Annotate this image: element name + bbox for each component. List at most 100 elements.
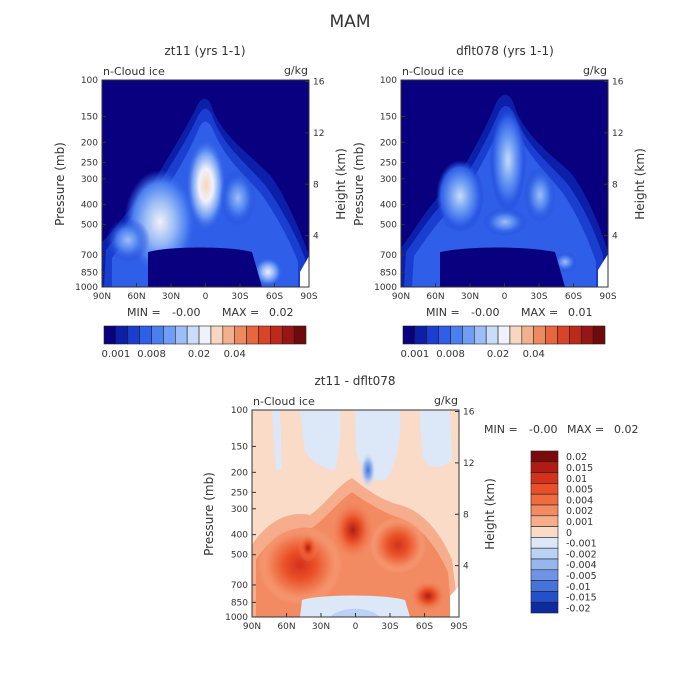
panel-difference: zt11 - dflt078 n-Cloud ice g/kg 100 150 20… — [202, 374, 639, 632]
colorbar: 0.001 0.008 0.02 0.04 — [102, 325, 307, 360]
colorbar-swatch — [222, 325, 236, 345]
y-tick-label: 150 — [380, 112, 397, 122]
y-tick-label: 500 — [231, 551, 248, 561]
colorbar-swatch — [530, 461, 559, 473]
y-tick-label: 250 — [380, 158, 397, 168]
colorbar-label: 0.004 — [566, 495, 593, 506]
min-label: MIN = — [484, 423, 518, 436]
units-label: g/kg — [583, 64, 607, 77]
x-tick-label: 90N — [93, 292, 111, 302]
contour-field — [401, 80, 608, 287]
x-tick-label: 30N — [312, 622, 330, 632]
colorbar-swatch — [530, 493, 559, 506]
contour-field — [102, 80, 309, 287]
colorbar-label: 0.001 — [401, 349, 430, 360]
colorbar-swatch — [462, 325, 475, 345]
x-tick-label: 90N — [392, 292, 410, 302]
colorbar-swatch — [115, 325, 129, 345]
y-tick-label: 300 — [81, 175, 98, 185]
y-tick-label: 500 — [81, 221, 98, 231]
colorbar-swatch — [530, 547, 559, 560]
colorbar-label: 0.008 — [436, 349, 465, 360]
panel-dflt078: dflt078 (yrs 1-1) n-Cloud ice g/kg 100 15… — [352, 44, 647, 360]
colorbar-swatch — [530, 504, 559, 517]
colorbar: 0.001 0.008 0.02 0.04 — [401, 325, 606, 360]
contour-field — [252, 410, 459, 617]
y-right-tick-label: 8 — [612, 180, 618, 190]
colorbar-label: 0.008 — [137, 349, 166, 360]
y-tick-label: 700 — [81, 251, 98, 261]
y-tick-label: 850 — [231, 598, 248, 608]
colorbar-swatch — [258, 325, 271, 345]
colorbar-swatch — [103, 325, 117, 345]
colorbar-label: 0.002 — [566, 506, 593, 517]
x-tick-label: 0 — [203, 292, 209, 302]
y-right-tick-label: 4 — [612, 232, 618, 242]
colorbar-swatch — [530, 483, 559, 495]
field-name-label: n-Cloud ice — [103, 65, 165, 78]
y-tick-label: 400 — [380, 201, 397, 211]
colorbar-swatch — [530, 472, 559, 484]
panel-title: zt11 (yrs 1-1) — [164, 44, 245, 58]
max-label: MAX = — [222, 306, 259, 319]
figure-title: MAM — [330, 12, 371, 32]
colorbar-swatch — [557, 325, 570, 345]
colorbar-swatch — [530, 580, 559, 592]
colorbar-label: 0.02 — [487, 349, 509, 360]
y-right-tick-label: 8 — [313, 180, 319, 190]
max-value: 0.02 — [614, 423, 639, 436]
min-label: MIN = — [127, 306, 161, 319]
y-right-tick-label: 8 — [463, 510, 469, 520]
colorbar-swatch — [473, 325, 487, 345]
y-right-tick-label: 12 — [463, 459, 474, 469]
colorbar-swatch — [281, 325, 295, 345]
y-tick-label: 400 — [81, 201, 98, 211]
colorbar-swatch — [580, 325, 594, 345]
max-value: 0.01 — [568, 306, 593, 319]
max-label: MAX = — [567, 423, 604, 436]
colorbar-label: 0.04 — [224, 349, 246, 360]
y-axis-right-label: Height (km) — [633, 148, 647, 219]
colorbar-swatch — [402, 325, 416, 345]
colorbar-label: 0.02 — [566, 452, 587, 463]
colorbar-swatch — [592, 325, 606, 345]
colorbar-swatch — [151, 325, 164, 345]
colorbar-label: 0.02 — [188, 349, 210, 360]
y-tick-label: 700 — [380, 251, 397, 261]
x-tick-label: 30S — [381, 622, 398, 632]
x-tick-label: 60N — [426, 292, 444, 302]
colorbar-label: -0.005 — [566, 571, 597, 582]
colorbar-label: 0.01 — [566, 474, 587, 485]
colorbar: 0.020.0150.010.0050.0040.0020.0010-0.001… — [530, 450, 597, 614]
colorbar-label: -0.004 — [566, 560, 597, 571]
y-tick-label: 150 — [231, 442, 248, 452]
field-name-label: n-Cloud ice — [253, 395, 315, 408]
y-right-tick-label: 16 — [463, 408, 475, 418]
colorbar-swatch — [530, 591, 559, 603]
colorbar-swatch — [485, 325, 499, 345]
y-axis-right-label: Height (km) — [334, 148, 348, 219]
colorbar-swatch — [270, 325, 283, 345]
units-label: g/kg — [434, 394, 458, 407]
colorbar-swatch — [497, 325, 511, 345]
colorbar-swatch — [530, 537, 559, 549]
colorbar-swatch — [414, 325, 428, 345]
x-tick-label: 60S — [416, 622, 433, 632]
x-tick-label: 60N — [127, 292, 145, 302]
y-tick-label: 200 — [231, 468, 248, 478]
x-tick-label: 0 — [502, 292, 508, 302]
y-tick-label: 400 — [231, 531, 248, 541]
y-tick-label: 100 — [231, 406, 248, 416]
max-value: 0.02 — [269, 306, 294, 319]
colorbar-swatch — [186, 325, 200, 345]
field-name-label: n-Cloud ice — [402, 65, 464, 78]
y-right-tick-label: 4 — [313, 232, 319, 242]
x-tick-label: 0 — [353, 622, 359, 632]
y-right-tick-label: 4 — [463, 562, 469, 572]
colorbar-swatch — [545, 325, 558, 345]
y-right-tick-label: 12 — [313, 129, 324, 139]
max-label: MAX = — [521, 306, 558, 319]
colorbar-swatch — [234, 325, 247, 345]
colorbar-label: 0.001 — [566, 517, 593, 528]
colorbar-swatch — [293, 325, 307, 345]
